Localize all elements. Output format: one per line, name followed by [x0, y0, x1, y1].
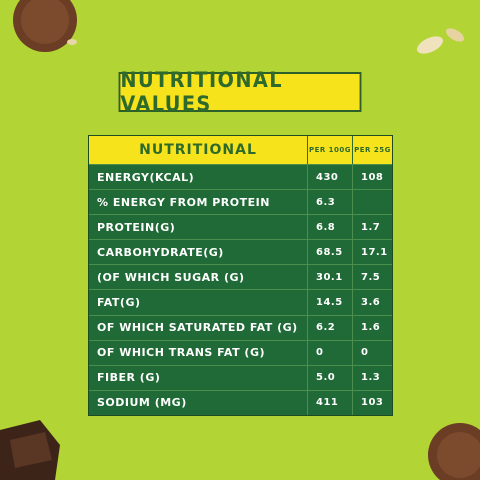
nutrient-value: 108: [361, 171, 384, 183]
nutrient-label: FIBER (G): [89, 365, 308, 390]
table-row: OF WHICH SATURATED FAT (G) 6.2 1.6: [89, 314, 392, 340]
table-row: % ENERGY FROM PROTEIN 6.3: [89, 189, 392, 215]
nutrient-label: SODIUM (MG): [89, 390, 308, 415]
nutrient-label: (OF WHICH SUGAR (G): [89, 265, 308, 290]
oat: [416, 36, 444, 54]
nutrient-value: 7.5: [361, 271, 381, 283]
nutrient-value: 3.6: [361, 297, 381, 309]
table-row: FAT(G) 14.5 3.6: [89, 289, 392, 315]
nutrient-value: 103: [361, 397, 384, 409]
nutrient-value: 1.6: [361, 322, 381, 334]
nutrient-value: [353, 190, 392, 214]
cookie: [437, 432, 480, 478]
table-row: FIBER (G) 5.0 1.3: [89, 364, 392, 390]
nutrient-value: 430: [308, 165, 353, 190]
table-row: CARBOHYDRATE(G) 68.5 17.1: [89, 239, 392, 265]
title: NUTRITIONAL VALUES: [118, 68, 362, 116]
table-row: ENERGY(KCAL) 430 108: [89, 164, 392, 190]
nutrient-value: 0: [308, 340, 353, 365]
nutrient-label: OF WHICH TRANS FAT (G): [89, 340, 308, 365]
nutrient-value: 14.5: [308, 290, 353, 315]
nutrient-value: 5.0: [308, 365, 353, 390]
nutrient-value: 0: [361, 347, 369, 359]
chocolate: [10, 432, 52, 468]
nutrient-label: ENERGY(KCAL): [89, 165, 308, 190]
nutrition-table: NUTRITIONAL PER 100G PER 25G ENERGY(KCAL) 43…: [88, 135, 393, 416]
nutrient-label: CARBOHYDRATE(G): [89, 240, 308, 265]
nutrient-value: 1.3: [361, 372, 381, 384]
nutrient-value: 1.7: [361, 221, 381, 233]
oat: [445, 28, 465, 42]
cookie: [21, 0, 69, 44]
header-row: NUTRITIONAL PER 100G PER 25G: [89, 136, 392, 164]
nutrient-value: 17.1: [361, 246, 388, 258]
table-row: SODIUM (MG) 411 103: [89, 389, 392, 415]
nutrient-value: 411: [308, 390, 353, 415]
nutrient-value: 6.3: [308, 190, 353, 215]
table-row: PROTEIN(G) 6.8 1.7: [89, 214, 392, 240]
header-cell: PER 100G: [308, 136, 353, 164]
nutrient-label: % ENERGY FROM PROTEIN: [89, 190, 308, 215]
nutrient-value: 68.5: [308, 240, 353, 265]
header-cell: PER 25G: [354, 145, 391, 154]
nutrient-label: PROTEIN(G): [89, 215, 308, 240]
nutrient-label: OF WHICH SATURATED FAT (G): [89, 315, 308, 340]
nutrient-value: 30.1: [308, 265, 353, 290]
table-row: OF WHICH TRANS FAT (G) 0 0: [89, 339, 392, 365]
nutrient-value: 6.2: [308, 315, 353, 340]
table-row: (OF WHICH SUGAR (G) 30.1 7.5: [89, 264, 392, 290]
header-cell: NUTRITIONAL: [89, 136, 308, 164]
nutrient-label: FAT(G): [89, 290, 308, 315]
oat: [67, 39, 77, 45]
nutrient-value: 6.8: [308, 215, 353, 240]
